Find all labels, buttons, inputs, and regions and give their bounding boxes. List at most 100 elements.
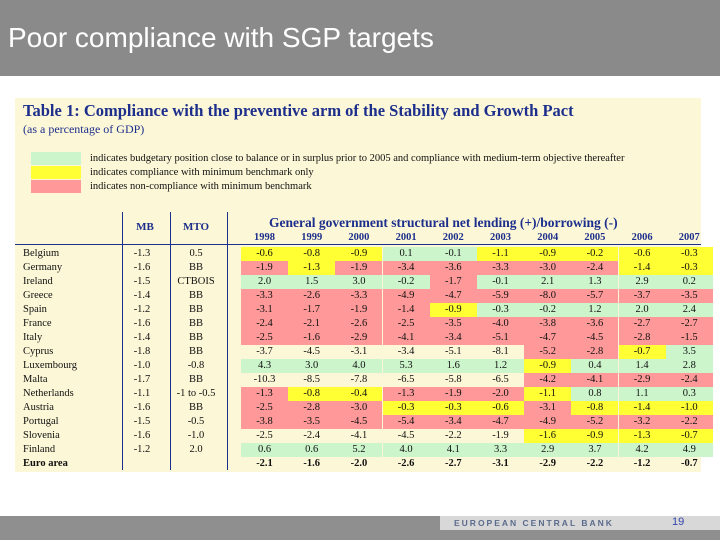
value-cell: -3.5 — [288, 415, 336, 429]
value-cell: -1.9 — [335, 303, 383, 317]
value-cell: -2.7 — [618, 317, 666, 331]
year-header-2002: 2002 — [442, 232, 464, 243]
mto-cell: -0.8 — [187, 360, 205, 371]
table-row: Portugal -1.5 -0.5 -3.8 -3.5 -4.5 -5.4 -3.4 -4.7… — [15, 415, 713, 429]
value-cell: 2.9 — [524, 443, 572, 457]
page-number: 19 — [672, 516, 685, 528]
value-cell: -0.9 — [524, 359, 572, 373]
value-cell: -3.7 — [618, 289, 666, 303]
value-cell: 4.3 — [241, 359, 288, 373]
value-cell: -1.6 — [303, 458, 320, 469]
mb-cell: -1.6 — [133, 262, 151, 273]
value-cell: -0.6 — [618, 247, 666, 261]
value-cell: -2.2 — [665, 415, 713, 429]
country-cell: France — [23, 318, 52, 329]
value-cell: 1.2 — [477, 359, 524, 373]
value-cell: -1.1 — [477, 247, 524, 261]
header-structural-balance: General government structural net lendin… — [269, 215, 618, 230]
value-cell: -2.0 — [477, 387, 524, 401]
value-cell: -2.0 — [350, 458, 368, 469]
value-cell: 0.6 — [241, 443, 288, 457]
table-row: Greece -1.4 BB -3.3 -2.6 -3.3 -4.9 -4.7 -5.9 -8.0… — [15, 289, 713, 303]
value-cell: -4.5 — [571, 331, 619, 345]
value-cell: 0.3 — [665, 387, 713, 401]
mto-cell: BB — [188, 318, 203, 329]
value-cell: -0.2 — [571, 247, 619, 261]
value-cell: -4.0 — [477, 317, 524, 331]
year-header-2006: 2006 — [631, 232, 653, 243]
year-header-2004: 2004 — [537, 232, 559, 243]
country-cell: Malta — [23, 374, 48, 385]
value-cell: -8.5 — [303, 374, 320, 385]
mto-cell: -1.0 — [187, 430, 205, 441]
value-cell: 0.2 — [665, 275, 713, 289]
country-cell: Spain — [23, 304, 47, 315]
value-cell: -3.8 — [524, 317, 572, 331]
value-cell: -3.1 — [241, 303, 288, 317]
table-row: Belgium -1.3 0.5 -0.6 -0.8 -0.9 0.1 -0.1 -1.1 -0.… — [15, 247, 713, 261]
mto-cell: BB — [188, 290, 203, 301]
mto-cell: -1 to -0.5 — [176, 388, 216, 399]
value-cell: 3.7 — [571, 443, 619, 457]
value-cell: -5.9 — [477, 289, 524, 303]
value-cell: 1.6 — [429, 359, 477, 373]
value-cell: -3.1 — [350, 346, 368, 357]
value-cell: -1.4 — [618, 261, 666, 275]
value-cell: -1.0 — [665, 401, 713, 415]
table-row: Germany -1.6 BB -1.9 -1.3 -1.9 -3.4 -3.6 -3.3 -3.… — [15, 261, 713, 275]
value-cell: 3.5 — [665, 345, 713, 359]
country-cell: Netherlands — [23, 388, 74, 399]
value-cell: -2.5 — [382, 317, 430, 331]
value-cell: -5.1 — [444, 346, 462, 357]
value-cell: -4.9 — [382, 289, 430, 303]
value-cell: -3.1 — [492, 458, 509, 469]
mb-cell: -1.2 — [133, 304, 151, 315]
value-cell: -0.2 — [524, 303, 572, 317]
value-cell: -4.7 — [429, 289, 477, 303]
value-cell: -4.5 — [303, 346, 320, 357]
country-cell: Portugal — [23, 416, 59, 427]
value-cell: -1.7 — [429, 275, 477, 289]
value-cell: -6.5 — [397, 374, 415, 385]
value-cell: -0.2 — [382, 275, 430, 289]
mb-cell — [122, 457, 162, 471]
value-cell: 2.4 — [665, 303, 713, 317]
mb-cell: -1.4 — [133, 332, 151, 343]
value-cell: -3.3 — [335, 289, 383, 303]
value-cell: -3.7 — [256, 346, 273, 357]
value-cell: -0.3 — [665, 261, 713, 275]
value-cell: -0.9 — [571, 429, 619, 443]
value-cell: 4.0 — [335, 359, 383, 373]
table-row: Finland -1.2 2.0 0.6 0.6 5.2 4.0 4.1 3.3 2.9 3.7 4.… — [15, 443, 713, 457]
value-cell: 3.3 — [477, 443, 524, 457]
value-cell: -0.3 — [477, 303, 524, 317]
value-cell: -3.0 — [524, 261, 572, 275]
table-row: Netherlands -1.1 -1 to -0.5 -1.3 -0.8 -0.4 -1.… — [15, 387, 713, 401]
value-cell: -1.3 — [288, 261, 336, 275]
value-cell: -2.8 — [288, 401, 336, 415]
table-row: France -1.6 BB -2.4 -2.1 -2.6 -2.5 -3.5 -4.0 -3.8… — [15, 317, 713, 331]
value-cell: -3.2 — [618, 415, 666, 429]
value-cell: 2.0 — [618, 303, 666, 317]
value-cell: -2.6 — [288, 289, 336, 303]
header-rule — [15, 244, 701, 245]
mb-cell: -1.0 — [133, 360, 151, 371]
table-row: Ireland -1.5 CTBOIS 2.0 1.5 3.0 -0.2 -1.7 -0.1 2.… — [15, 275, 713, 289]
value-cell: -4.1 — [350, 430, 368, 441]
legend-text-red: indicates non-compliance with minimum be… — [90, 181, 312, 192]
value-cell: -2.6 — [335, 317, 383, 331]
country-cell: Slovenia — [23, 430, 60, 441]
value-cell: -4.7 — [524, 331, 572, 345]
value-cell: -4.1 — [571, 373, 619, 387]
value-cell: -2.4 — [571, 261, 619, 275]
value-cell: 5.3 — [382, 359, 430, 373]
value-cell: 2.9 — [618, 275, 666, 289]
bank-name: EUROPEAN CENTRAL BANK — [454, 518, 614, 528]
value-cell: -2.1 — [288, 317, 336, 331]
value-cell: 3.0 — [335, 275, 383, 289]
value-cell: -3.4 — [397, 346, 415, 357]
divider-mb — [122, 212, 123, 470]
legend-swatch-red — [31, 180, 81, 193]
table-row: Spain -1.2 BB -3.1 -1.7 -1.9 -1.4 -0.9 -0.3 -0.2 1… — [15, 303, 713, 317]
mb-cell: -1.7 — [133, 374, 151, 385]
